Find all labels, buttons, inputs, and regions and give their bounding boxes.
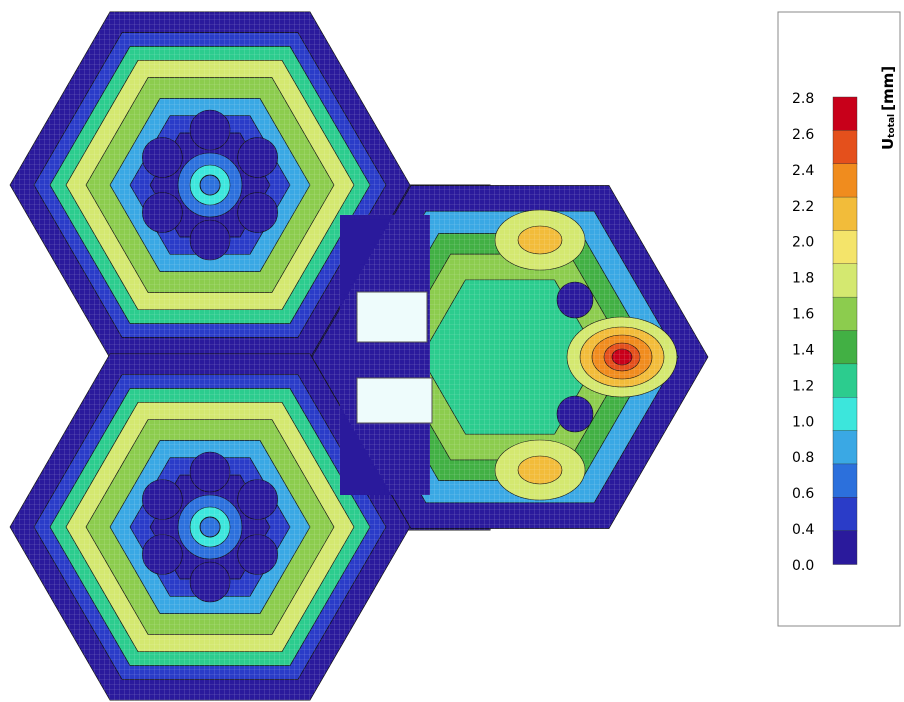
color-band (832, 163, 858, 198)
legend-tick-label: 1.8 (792, 271, 814, 287)
color-band (832, 363, 858, 398)
color-band (832, 230, 858, 265)
legend-tick-label: 0.6 (792, 486, 814, 502)
color-band (832, 96, 858, 132)
color-band (832, 463, 858, 498)
hex-mesh (10, 11, 410, 359)
legend-tick-label: 0.4 (792, 522, 814, 538)
legend-tick-label: 2.4 (792, 163, 814, 179)
color-band (832, 296, 858, 332)
legend-tick-label: 2.2 (792, 199, 814, 215)
color-band (832, 263, 858, 298)
color-bar (832, 96, 858, 565)
legend-subscript: total (887, 114, 897, 138)
legend-tick-label: 0.8 (792, 450, 814, 466)
legend-symbol: U (879, 138, 897, 150)
color-band (832, 196, 858, 232)
legend-tick-label: 2.8 (792, 91, 814, 107)
legend-tick-label: 1.6 (792, 307, 814, 323)
color-band (832, 330, 858, 365)
legend-tick-label: 2.0 (792, 235, 814, 251)
legend-tick-label: 1.0 (792, 414, 814, 430)
opening (356, 377, 433, 424)
color-band (832, 497, 858, 532)
color-band (832, 530, 858, 565)
color-band (832, 130, 858, 165)
fem-model (9, 11, 709, 701)
hex-mesh (10, 353, 410, 701)
color-band (832, 397, 858, 432)
legend-tick-label: 1.2 (792, 378, 814, 394)
opening (356, 291, 428, 343)
hex-mesh (312, 185, 708, 529)
legend-unit: [mm] (879, 66, 897, 111)
legend-tick-label: 1.4 (792, 342, 814, 358)
color-band (832, 430, 858, 465)
legend-tick-label: 0.0 (792, 558, 814, 574)
legend-title: Utotal [mm] (879, 66, 897, 150)
legend-tick-label: 2.6 (792, 127, 814, 143)
